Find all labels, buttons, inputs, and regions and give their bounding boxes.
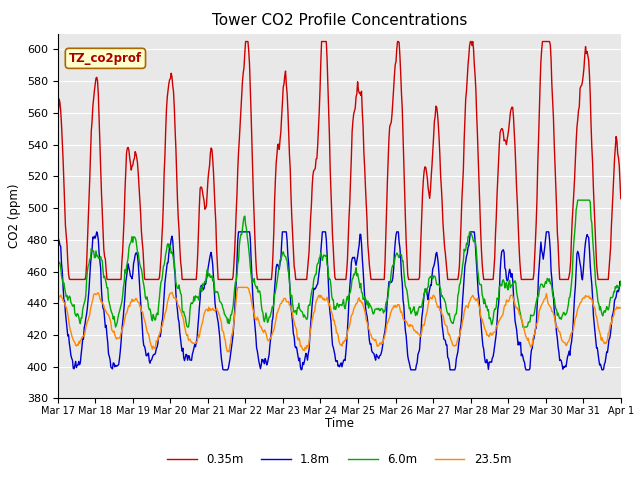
23.5m xyxy=(179,314,187,320)
Line: 23.5m: 23.5m xyxy=(58,288,621,352)
6.0m xyxy=(617,278,625,284)
23.5m xyxy=(122,312,129,317)
X-axis label: Time: Time xyxy=(324,418,354,431)
0.35m xyxy=(64,259,72,264)
0.35m xyxy=(617,196,625,202)
23.5m xyxy=(64,311,72,317)
6.0m xyxy=(210,276,218,281)
6.0m xyxy=(54,262,61,268)
Y-axis label: CO2 (ppm): CO2 (ppm) xyxy=(8,184,21,248)
Legend: 0.35m, 1.8m, 6.0m, 23.5m: 0.35m, 1.8m, 6.0m, 23.5m xyxy=(163,448,516,470)
23.5m xyxy=(426,296,433,301)
6.0m xyxy=(574,197,582,203)
6.0m xyxy=(425,276,433,281)
1.8m xyxy=(210,274,218,280)
1.8m xyxy=(123,274,131,280)
1.8m xyxy=(220,367,227,373)
6.0m xyxy=(408,308,416,313)
Line: 0.35m: 0.35m xyxy=(58,42,621,279)
23.5m xyxy=(234,285,242,290)
6.0m xyxy=(64,298,72,303)
Line: 6.0m: 6.0m xyxy=(58,200,621,327)
1.8m xyxy=(54,248,61,253)
0.35m xyxy=(180,276,188,282)
Title: Tower CO2 Profile Concentrations: Tower CO2 Profile Concentrations xyxy=(211,13,467,28)
0.35m xyxy=(410,276,417,282)
6.0m xyxy=(123,264,131,270)
1.8m xyxy=(64,333,72,339)
6.0m xyxy=(180,309,188,314)
23.5m xyxy=(54,298,61,304)
1.8m xyxy=(93,229,100,235)
23.5m xyxy=(225,349,233,355)
23.5m xyxy=(209,305,216,311)
1.8m xyxy=(410,367,417,373)
23.5m xyxy=(410,325,417,331)
0.35m xyxy=(67,276,74,282)
1.8m xyxy=(426,286,433,292)
1.8m xyxy=(617,281,625,287)
1.8m xyxy=(180,355,188,360)
0.35m xyxy=(123,150,131,156)
0.35m xyxy=(54,125,61,131)
Line: 1.8m: 1.8m xyxy=(58,232,621,370)
0.35m xyxy=(426,195,433,201)
23.5m xyxy=(617,305,625,311)
0.35m xyxy=(210,169,218,175)
0.35m xyxy=(242,39,250,45)
Text: TZ_co2prof: TZ_co2prof xyxy=(69,52,142,65)
6.0m xyxy=(112,324,120,330)
